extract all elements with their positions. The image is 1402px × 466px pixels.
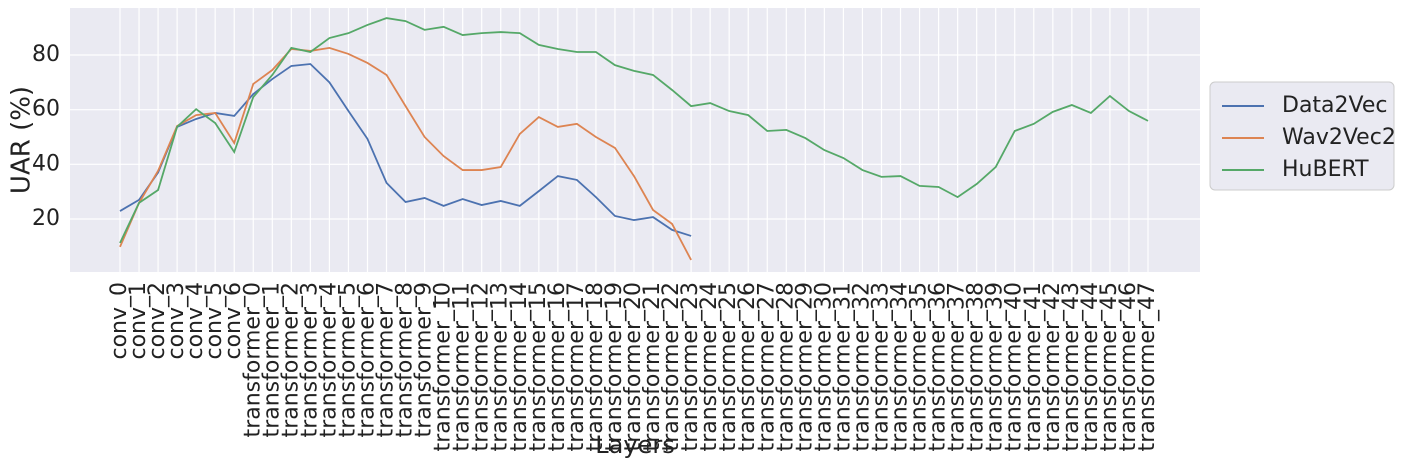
x-tick-label: transformer_2	[278, 282, 303, 437]
x-tick-label: transformer_25	[716, 282, 741, 451]
x-tick-label: transformer_11	[450, 282, 475, 451]
x-tick-label: conv_2	[145, 282, 170, 360]
series-line	[119, 46, 692, 261]
x-tick-label: transformer_35	[907, 282, 932, 451]
x-tick-label: transformer_17	[564, 282, 589, 451]
x-tick-label: conv_4	[183, 282, 208, 360]
y-tick-label: 20	[32, 206, 60, 231]
x-tick-label: conv_6	[221, 282, 246, 360]
x-tick-label: transformer_37	[945, 282, 970, 451]
x-tick-label: transformer_8	[393, 282, 418, 437]
x-tick-label: conv_1	[126, 282, 151, 360]
x-tick-label: transformer_46	[1116, 282, 1141, 451]
x-tick-label: transformer_32	[849, 282, 874, 451]
x-tick-label: transformer_12	[469, 282, 494, 451]
x-tick-label: transformer_42	[1040, 282, 1065, 451]
plot-area	[70, 8, 1200, 272]
x-tick-label: transformer_19	[602, 282, 627, 451]
y-tick-label: 60	[32, 97, 60, 122]
legend-label: Wav2Vec2	[1282, 125, 1396, 150]
x-tick-label: transformer_7	[374, 282, 399, 437]
x-tick-label: transformer_27	[754, 282, 779, 451]
y-tick-label: 80	[32, 42, 60, 67]
x-tick-label: transformer_28	[773, 282, 798, 451]
x-tick-label: transformer_36	[926, 282, 951, 451]
x-tick-label: transformer_47	[1135, 282, 1160, 451]
x-tick-label: transformer_13	[488, 282, 513, 451]
x-tick-label: transformer_21	[640, 282, 665, 451]
x-tick-label: transformer_14	[507, 282, 532, 451]
x-tick-label: transformer_30	[811, 282, 836, 451]
series-line	[119, 17, 1149, 244]
y-axis-label: UAR (%)	[7, 86, 37, 194]
x-tick-label: transformer_38	[964, 282, 989, 451]
x-tick-label: conv_3	[164, 282, 189, 360]
x-tick-label: transformer_5	[335, 282, 360, 437]
x-tick-label: transformer_29	[792, 282, 817, 451]
x-tick-label: transformer_26	[735, 282, 760, 451]
x-tick-label: transformer_3	[297, 282, 322, 437]
x-tick-label: transformer_34	[888, 282, 913, 451]
legend-label: Data2Vec	[1282, 93, 1388, 118]
y-tick-label: 40	[32, 151, 60, 176]
x-tick-label: transformer_31	[830, 282, 855, 451]
legend-label: HuBERT	[1282, 157, 1369, 182]
x-tick-label: transformer_9	[412, 282, 437, 437]
x-tick-label: transformer_23	[678, 282, 703, 451]
x-tick-label: transformer_10	[431, 282, 456, 451]
x-tick-label: transformer_20	[621, 282, 646, 451]
x-axis-label: Layers	[595, 431, 674, 459]
x-tick-label: transformer_40	[1002, 282, 1027, 451]
x-tick-label: transformer_22	[659, 282, 684, 451]
x-tick-label: transformer_4	[316, 282, 341, 437]
x-tick-label: transformer_0	[240, 282, 265, 437]
x-tick-label: transformer_45	[1097, 282, 1122, 451]
x-tick-label: transformer_39	[983, 282, 1008, 451]
x-tick-label: transformer_24	[697, 282, 722, 451]
x-tick-label: conv_5	[202, 282, 227, 360]
x-tick-label: transformer_44	[1078, 282, 1103, 451]
x-tick-label: transformer_15	[526, 282, 551, 451]
legend-box	[1209, 81, 1395, 191]
x-tick-label: transformer_43	[1059, 282, 1084, 451]
x-tick-label: transformer_18	[583, 282, 608, 451]
x-tick-label: transformer_6	[354, 282, 379, 437]
x-tick-label: transformer_16	[545, 282, 570, 451]
x-tick-label: transformer_41	[1021, 282, 1046, 451]
x-tick-label: conv_0	[107, 282, 132, 360]
x-tick-label: transformer_1	[259, 282, 284, 437]
x-tick-label: transformer_33	[868, 282, 893, 451]
